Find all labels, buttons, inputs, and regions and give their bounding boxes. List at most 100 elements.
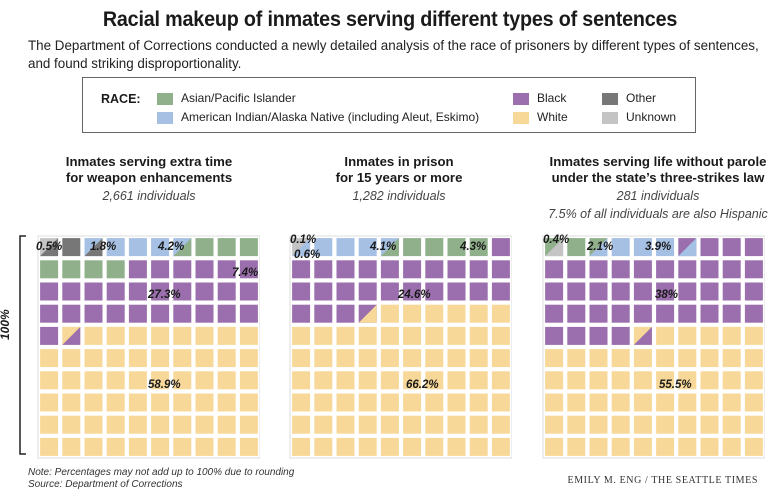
waffle-cell (491, 415, 510, 434)
waffle-cell (611, 349, 630, 368)
waffle-cell-partial (62, 326, 81, 345)
legend-label-other: Other (626, 91, 657, 105)
waffle-cell (447, 349, 466, 368)
waffle-cell (589, 437, 608, 456)
waffle-cell (314, 371, 333, 390)
waffle-cell (700, 304, 719, 323)
waffle-cell (678, 326, 697, 345)
waffle-cell (567, 393, 586, 412)
legend-label-black: Black (537, 91, 567, 105)
waffle-cell (425, 282, 444, 301)
panel-1-title-line-1: Inmates serving extra time (65, 154, 233, 169)
waffle-cell (403, 393, 422, 412)
waffle-cell (403, 282, 422, 301)
data-label: 4.1% (369, 241, 396, 253)
waffle-cell (633, 304, 652, 323)
waffle-cell (151, 304, 170, 323)
waffle-cell (128, 238, 147, 257)
waffle-cell (106, 393, 125, 412)
waffle-cell (722, 349, 741, 368)
waffle-cell (722, 238, 741, 257)
waffle-cell-partial (678, 238, 697, 257)
waffle-cell (195, 437, 214, 456)
waffle-cell (469, 371, 488, 390)
waffle-cell (195, 326, 214, 345)
waffle-cell (151, 326, 170, 345)
waffle-cell (447, 304, 466, 323)
waffle-cell (403, 326, 422, 345)
legend-swatch-other (602, 93, 618, 105)
waffle-cell (403, 371, 422, 390)
waffle-cell (491, 304, 510, 323)
waffle-cell (84, 304, 103, 323)
waffle-cell (403, 349, 422, 368)
waffle-cell (656, 238, 675, 257)
waffle-cell (336, 415, 355, 434)
data-label: 3.9% (645, 241, 671, 253)
waffle-outline (542, 235, 765, 459)
waffle-cell (336, 282, 355, 301)
waffle-cell (239, 282, 258, 301)
waffle-cell (40, 437, 59, 456)
waffle-cell (656, 260, 675, 279)
waffle-cell (447, 437, 466, 456)
waffle-chart-1: 0.5% 1.8% 4.2% 7.4% 27.3% 58.9% (36, 235, 260, 459)
waffle-cell (545, 282, 564, 301)
waffle-cell (40, 371, 59, 390)
waffle-cell (128, 326, 147, 345)
waffle-cell (403, 238, 422, 257)
waffle-cell (239, 437, 258, 456)
waffle-cell (106, 260, 125, 279)
waffle-cell (425, 238, 444, 257)
waffle-cell (633, 260, 652, 279)
waffle-cell (336, 238, 355, 257)
waffle-cell (567, 349, 586, 368)
waffle-cell (380, 326, 399, 345)
waffle-cell (722, 393, 741, 412)
waffle-cell (217, 326, 236, 345)
waffle-cell (173, 326, 192, 345)
waffle-cell (173, 282, 192, 301)
waffle-cell (217, 415, 236, 434)
waffle-cell (403, 304, 422, 323)
waffle-cell (292, 282, 311, 301)
rounding-note: Note: Percentages may not add up to 100%… (28, 467, 295, 478)
y-axis-label: 100% (0, 309, 12, 340)
data-label: 66.2% (406, 379, 439, 391)
waffle-cell (128, 371, 147, 390)
waffle-outline (289, 235, 512, 459)
waffle-cell (173, 349, 192, 368)
waffle-cell (314, 238, 333, 257)
waffle-cell (336, 437, 355, 456)
waffle-cell (722, 282, 741, 301)
waffle-cell (656, 349, 675, 368)
waffle-cell (336, 371, 355, 390)
waffle-cell (611, 326, 630, 345)
waffle-cell (358, 260, 377, 279)
waffle-cell (239, 260, 258, 279)
waffle-cell (84, 415, 103, 434)
legend: RACE: Asian/Pacific Islander American In… (82, 77, 696, 133)
waffle-cell (633, 238, 652, 257)
waffle-cell (633, 393, 652, 412)
data-label: 1.8% (90, 241, 116, 253)
waffle-cell (633, 349, 652, 368)
waffle-cell (358, 393, 377, 412)
waffle-cell (217, 349, 236, 368)
waffle-cell (314, 260, 333, 279)
waffle-cell (151, 238, 170, 257)
waffle-cell (173, 415, 192, 434)
waffle-cell (106, 282, 125, 301)
waffle-cell (151, 393, 170, 412)
waffle-cell (545, 415, 564, 434)
waffle-cell-partial (380, 238, 399, 257)
panel-2-title-line-1: Inmates in prison (344, 154, 454, 169)
waffle-cell (678, 304, 697, 323)
waffle-cell (314, 437, 333, 456)
waffle-cell (425, 415, 444, 434)
waffle-cell (380, 349, 399, 368)
panel-2-count: 1,282 individuals (352, 189, 446, 203)
panel-3-title-line-1: Inmates serving life without parole (549, 154, 767, 169)
waffle-cell (744, 304, 763, 323)
waffle-cell (545, 371, 564, 390)
